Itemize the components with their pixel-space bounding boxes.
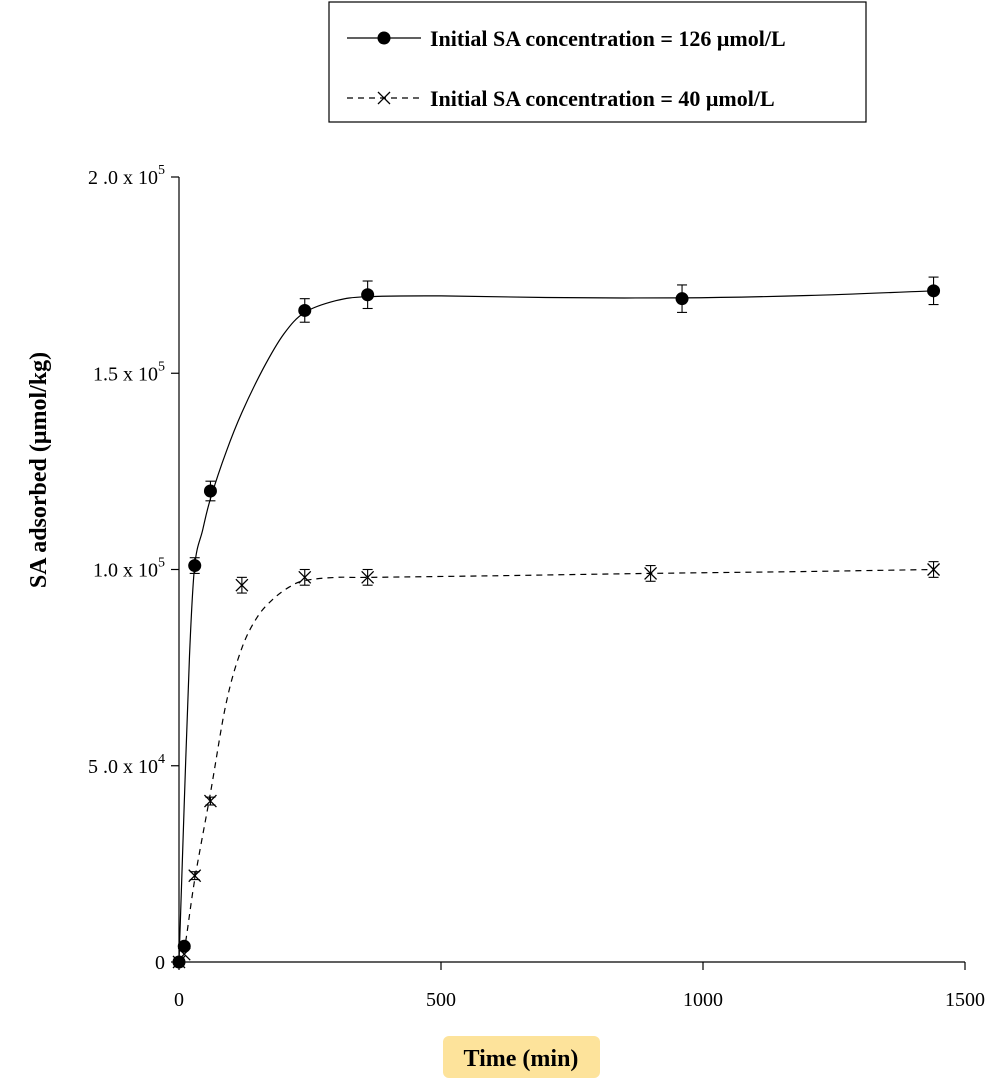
data-point-series-2: [927, 563, 941, 576]
data-point-stroke: [927, 563, 941, 576]
data-point-series-2: [172, 955, 186, 969]
data-point-series-2: [188, 869, 202, 883]
data-point-series-1: [203, 484, 217, 498]
data-point-stroke: [203, 794, 217, 808]
fit-curve-series-2: [178, 568, 934, 963]
fit-curves: [178, 290, 934, 963]
x-tick-label: 500: [426, 989, 456, 1011]
legend-marker-series-1: [377, 31, 391, 45]
data-point-series-1: [188, 559, 202, 573]
axes: 0 500 1000 1500 0 5 .0 x 104 1.0 x 105 1.5 x 10…: [88, 163, 985, 1011]
y-tick-label: 0: [155, 952, 165, 974]
x-tick-label: 0: [174, 989, 184, 1011]
data-point-series-2: [203, 794, 217, 808]
y-tick-label: 5 .0 x 104: [88, 752, 165, 778]
y-axis-title: SA adsorbed (μmol/kg): [26, 352, 52, 588]
x-axis-title: Time (min): [464, 1046, 579, 1072]
y-tick-label: 1.5 x 105: [93, 359, 165, 385]
data-point-series-1: [298, 303, 312, 317]
x-tick-label: 1000: [683, 989, 723, 1011]
legend-label-series-2: Initial SA concentration = 40 μmol/L: [430, 86, 775, 111]
legend-box: [328, 1, 867, 123]
legend: Initial SA concentration = 126 μmol/L In…: [328, 1, 867, 123]
data-markers: [172, 284, 941, 969]
data-point-stroke: [644, 566, 658, 580]
data-point-series-1: [675, 292, 689, 306]
x-axis-title-highlight: [443, 1036, 600, 1078]
data-point-stroke: [172, 955, 186, 969]
y-tick-label: 2 .0 x 105: [88, 163, 165, 189]
data-point-stroke: [188, 869, 202, 883]
data-point-series-1: [177, 939, 191, 953]
data-point-series-2: [361, 570, 375, 584]
data-point-stroke: [177, 947, 191, 961]
legend-marker-series-2: [377, 91, 391, 105]
data-point-stroke: [361, 570, 375, 584]
legend-label-series-1: Initial SA concentration = 126 μmol/L: [430, 26, 786, 51]
data-point-series-1: [361, 288, 375, 302]
data-point-series-1: [927, 284, 941, 298]
data-point-stroke: [298, 570, 312, 584]
data-point-stroke: [235, 578, 249, 592]
y-tick-label: 1.0 x 105: [93, 556, 165, 582]
data-point-series-2: [644, 566, 658, 580]
data-point-series-2: [235, 578, 249, 592]
x-tick-label: 1500: [945, 989, 985, 1011]
error-bars: [189, 276, 939, 881]
data-point-series-2: [298, 570, 312, 584]
data-point-series-2: [177, 947, 191, 961]
fit-curve-series-1: [178, 290, 934, 963]
